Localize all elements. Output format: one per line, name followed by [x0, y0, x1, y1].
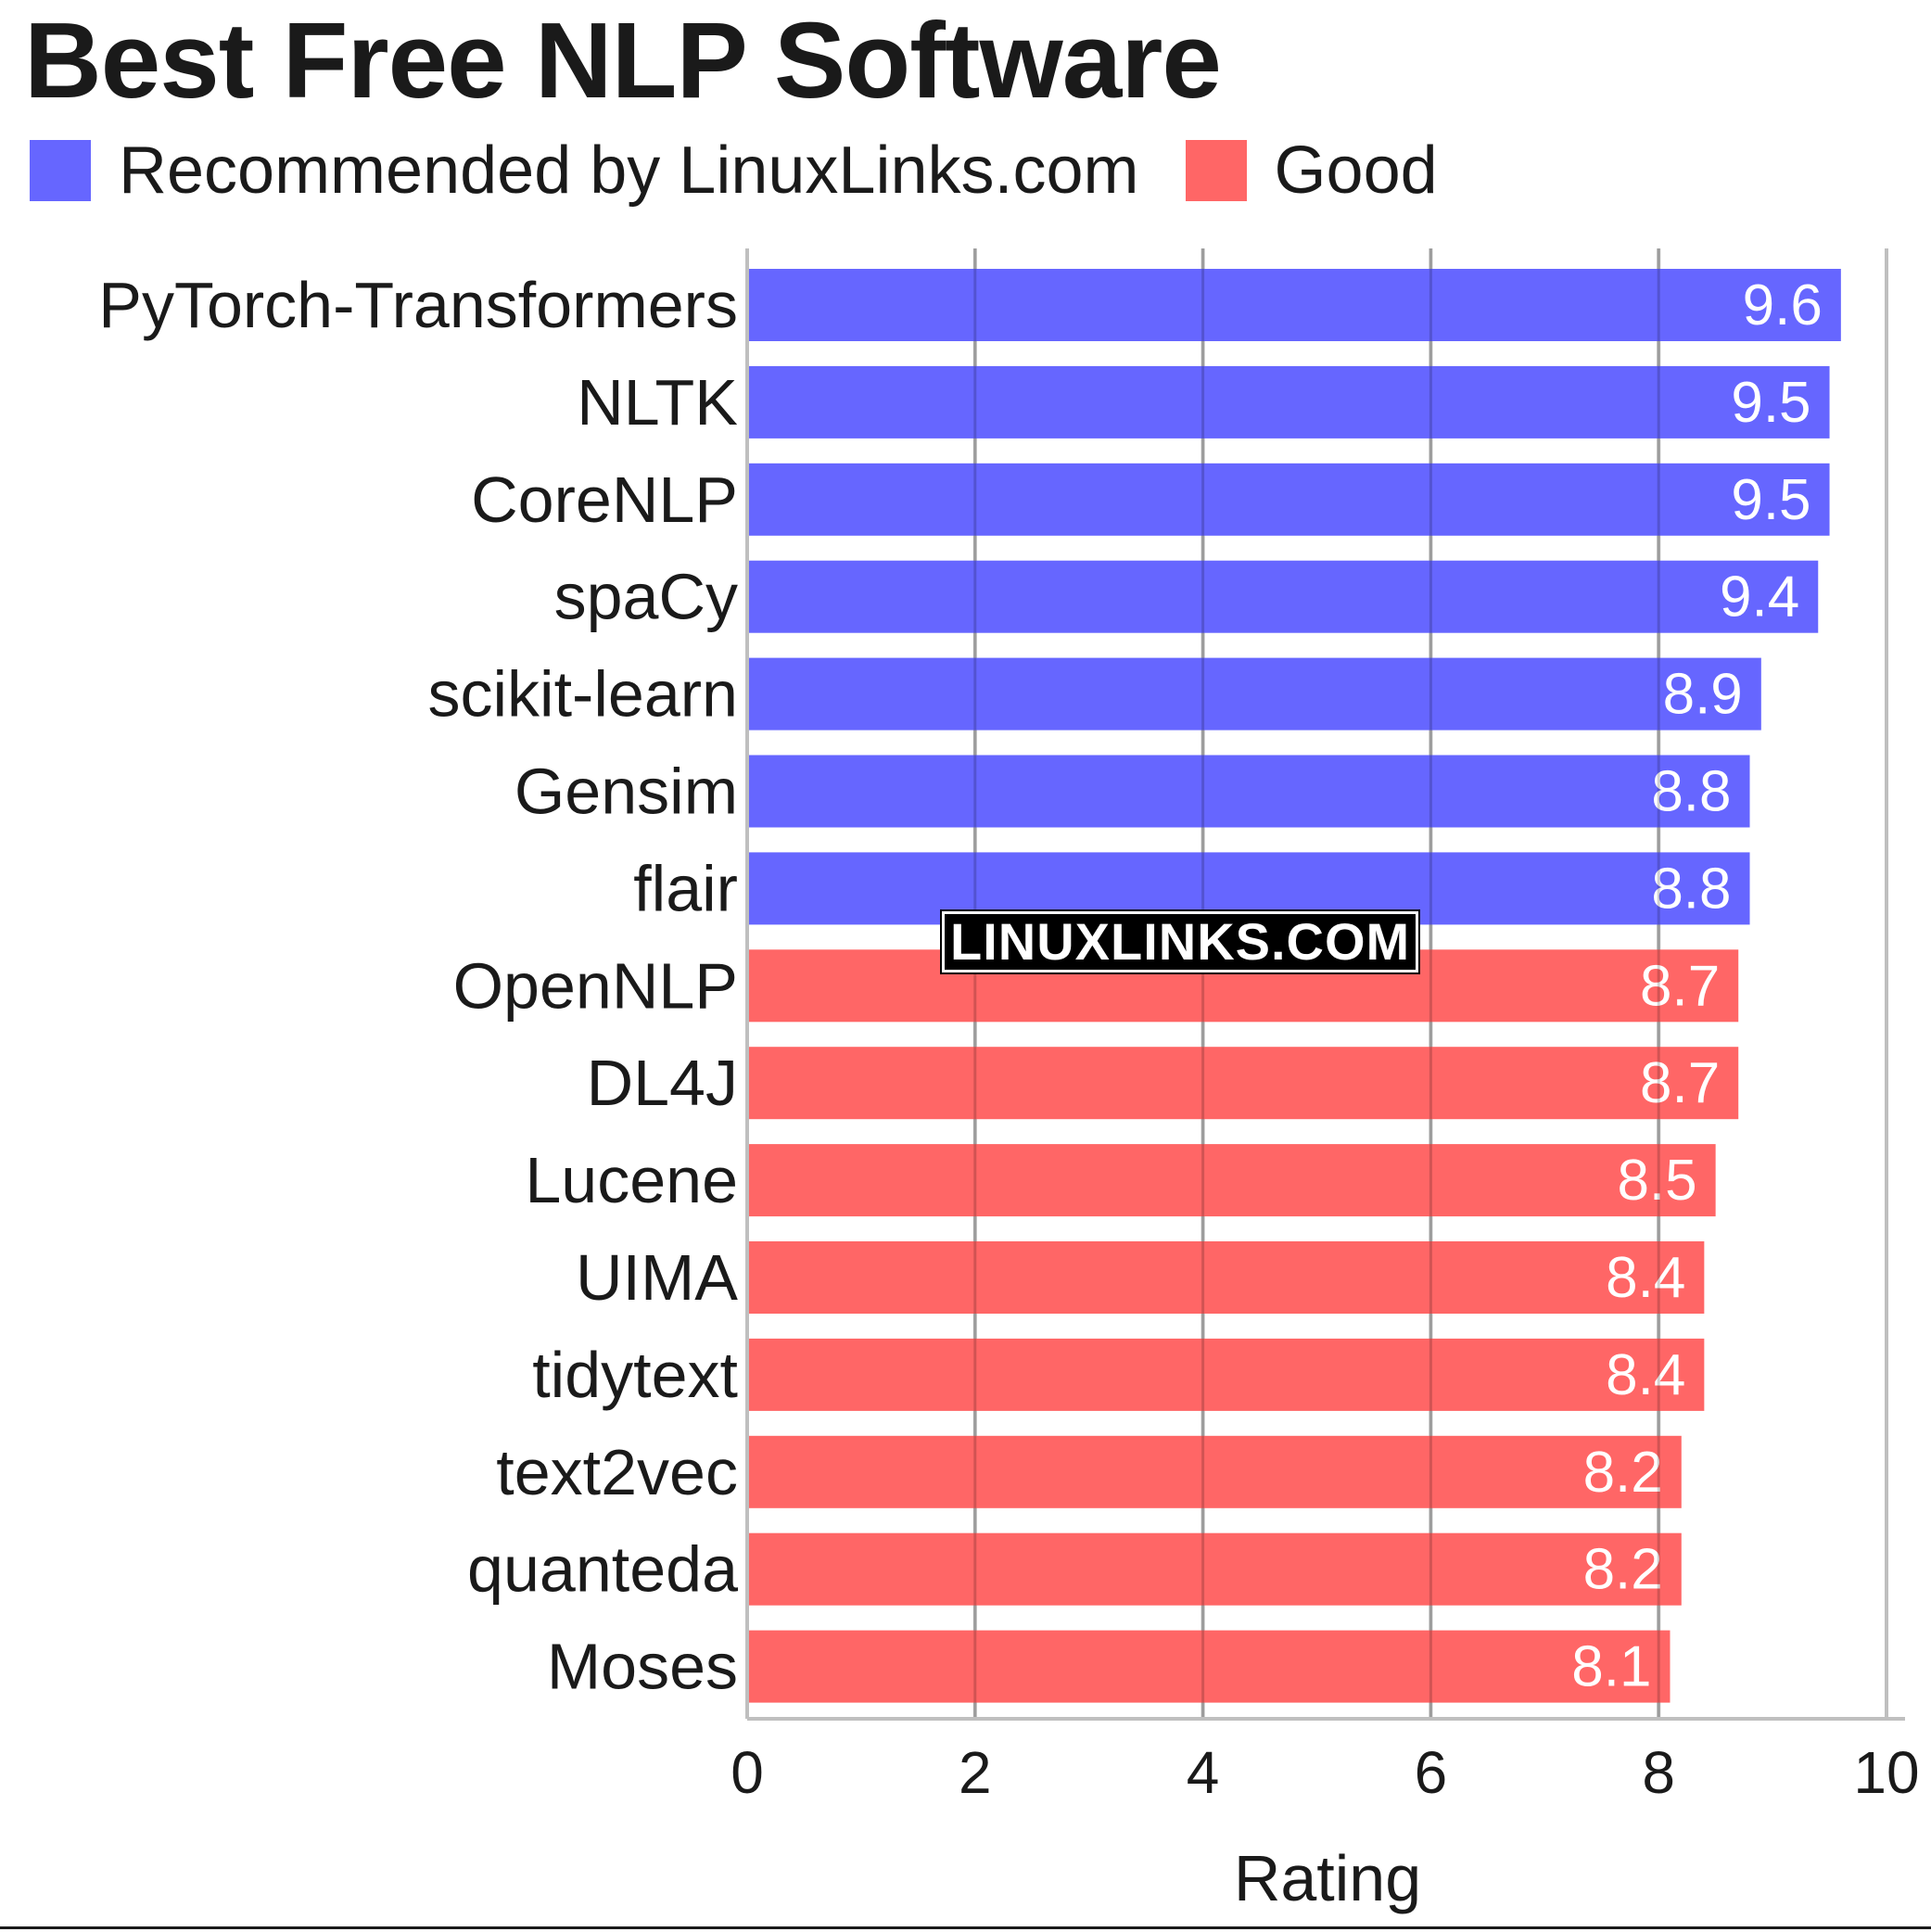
x-tick-label-10: 10	[1853, 1739, 1919, 1806]
bar-dl4j	[747, 1047, 1739, 1120]
value-label-tidytext: 8.4	[1606, 1343, 1685, 1407]
legend-label-recommended: Recommended by LinuxLinks.com	[119, 133, 1139, 208]
bar-lucene	[747, 1144, 1716, 1217]
x-axis: 0 2 4 6 8 10	[730, 248, 1920, 1806]
value-label-nltk: 9.5	[1731, 371, 1810, 435]
value-label-quanteda: 8.2	[1583, 1538, 1663, 1602]
category-labels: PyTorch-Transformers NLTK CoreNLP spaCy scik…	[98, 269, 738, 1703]
bar-corenlp	[747, 463, 1830, 536]
bar-text2vec	[747, 1435, 1682, 1508]
value-label-pytorch-transformers: 9.6	[1743, 273, 1823, 337]
category-label-quanteda: quanteda	[467, 1533, 738, 1606]
legend-item-good: Good	[1185, 133, 1438, 209]
category-label-moses: Moses	[547, 1631, 738, 1703]
x-tick-label-4: 4	[1187, 1739, 1220, 1806]
value-label-dl4j: 8.7	[1640, 1051, 1720, 1115]
x-tick-label-8: 8	[1642, 1739, 1675, 1806]
value-label-opennlp: 8.7	[1640, 954, 1720, 1018]
value-label-scikit-learn: 8.9	[1663, 663, 1743, 727]
bar-pytorch-transformers	[747, 269, 1841, 341]
value-label-lucene: 8.5	[1617, 1149, 1696, 1213]
legend-swatch-recommended	[30, 140, 91, 201]
category-label-spacy: spaCy	[554, 561, 738, 633]
legend-swatch-good	[1185, 140, 1247, 201]
legend-item-recommended: Recommended by LinuxLinks.com	[30, 133, 1139, 209]
x-tick-label-0: 0	[730, 1739, 764, 1806]
legend-label-good: Good	[1274, 133, 1438, 208]
bar-quanteda	[747, 1532, 1682, 1606]
category-label-tidytext: tidytext	[532, 1339, 738, 1411]
bar-nltk	[747, 365, 1830, 439]
value-label-text2vec: 8.2	[1583, 1441, 1663, 1505]
x-tick-label-6: 6	[1415, 1739, 1448, 1806]
category-label-flair: flair	[633, 852, 738, 924]
value-labels: 9.6 9.5 9.5 9.4 8.9 8.8 8.8 8.7 8.7 8.5 8.4 8.4 8.2 8…	[973, 248, 1823, 1719]
category-label-corenlp: CoreNLP	[471, 464, 738, 536]
bar-scikit-learn	[747, 657, 1761, 731]
bar-tidytext	[747, 1338, 1705, 1411]
value-label-flair: 8.8	[1651, 857, 1731, 921]
chart-title: Best Free NLP Software	[24, 0, 1222, 121]
value-label-gensim: 8.8	[1651, 760, 1731, 824]
value-label-uima: 8.4	[1606, 1246, 1685, 1310]
x-tick-label-2: 2	[959, 1739, 992, 1806]
value-label-corenlp: 9.5	[1731, 468, 1810, 532]
bar-spacy	[747, 560, 1819, 633]
bars	[747, 269, 1841, 1703]
watermark-logo: LINUXLINKS.COM	[939, 909, 1421, 974]
value-label-spacy: 9.4	[1720, 566, 1799, 629]
bar-gensim	[747, 755, 1750, 828]
value-label-moses: 8.1	[1571, 1635, 1651, 1699]
category-label-nltk: NLTK	[577, 366, 738, 439]
legend: Recommended by LinuxLinks.com Good	[30, 133, 1484, 208]
category-label-uima: UIMA	[576, 1241, 738, 1314]
category-label-text2vec: text2vec	[496, 1436, 738, 1508]
bar-moses	[747, 1630, 1671, 1703]
bar-uima	[747, 1241, 1705, 1314]
category-label-opennlp: OpenNLP	[453, 949, 738, 1022]
category-label-scikit-learn: scikit-learn	[427, 658, 738, 731]
category-label-gensim: Gensim	[515, 756, 738, 828]
x-axis-title: Rating	[1234, 1842, 1421, 1914]
bottom-rule	[0, 1926, 1931, 1929]
category-label-lucene: Lucene	[525, 1144, 738, 1216]
category-label-dl4j: DL4J	[587, 1047, 738, 1119]
category-label-pytorch-transformers: PyTorch-Transformers	[98, 269, 738, 341]
